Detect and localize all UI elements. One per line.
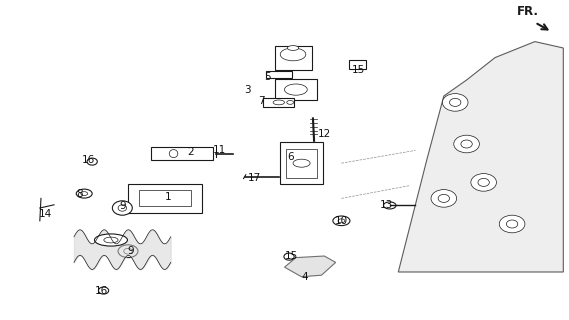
Text: 1: 1 bbox=[164, 192, 171, 202]
Text: FR.: FR. bbox=[517, 4, 539, 18]
Bar bbox=[286, 149, 318, 178]
Bar bbox=[274, 46, 312, 70]
Ellipse shape bbox=[287, 46, 299, 51]
Text: 11: 11 bbox=[212, 145, 226, 156]
Bar bbox=[274, 79, 317, 100]
Text: 6: 6 bbox=[287, 152, 294, 162]
Text: 9: 9 bbox=[127, 246, 134, 256]
Ellipse shape bbox=[169, 150, 178, 158]
Text: 16: 16 bbox=[81, 155, 95, 165]
Bar bbox=[266, 71, 291, 78]
Bar bbox=[280, 142, 323, 184]
Ellipse shape bbox=[431, 189, 456, 207]
Ellipse shape bbox=[500, 215, 525, 233]
Ellipse shape bbox=[118, 245, 138, 258]
Text: 4: 4 bbox=[301, 272, 308, 282]
Ellipse shape bbox=[118, 205, 127, 211]
Ellipse shape bbox=[293, 159, 310, 167]
Ellipse shape bbox=[453, 135, 479, 153]
Ellipse shape bbox=[81, 192, 88, 196]
Text: 13: 13 bbox=[380, 200, 394, 210]
Text: 7: 7 bbox=[258, 96, 265, 106]
Bar bbox=[151, 147, 213, 160]
Ellipse shape bbox=[113, 201, 132, 215]
Ellipse shape bbox=[87, 158, 97, 165]
Ellipse shape bbox=[450, 99, 461, 106]
Text: 17: 17 bbox=[248, 172, 262, 183]
Ellipse shape bbox=[94, 234, 127, 246]
Ellipse shape bbox=[124, 248, 132, 254]
Bar bbox=[128, 184, 202, 213]
Ellipse shape bbox=[338, 219, 345, 223]
Ellipse shape bbox=[273, 100, 284, 105]
Text: 3: 3 bbox=[244, 84, 251, 95]
Ellipse shape bbox=[478, 179, 489, 186]
Text: 12: 12 bbox=[318, 129, 331, 140]
Ellipse shape bbox=[461, 140, 472, 148]
Polygon shape bbox=[284, 256, 336, 277]
Ellipse shape bbox=[287, 100, 294, 104]
Text: 9: 9 bbox=[119, 201, 126, 212]
Ellipse shape bbox=[76, 189, 92, 198]
Ellipse shape bbox=[333, 216, 350, 226]
Ellipse shape bbox=[443, 93, 468, 111]
Ellipse shape bbox=[284, 253, 294, 260]
Ellipse shape bbox=[284, 84, 307, 95]
Text: 5: 5 bbox=[264, 72, 271, 82]
Bar bbox=[349, 60, 366, 69]
Polygon shape bbox=[398, 42, 563, 272]
Ellipse shape bbox=[506, 220, 518, 228]
Text: 10: 10 bbox=[335, 216, 348, 226]
Ellipse shape bbox=[280, 48, 306, 61]
Ellipse shape bbox=[104, 237, 118, 243]
Text: 14: 14 bbox=[39, 209, 52, 220]
Ellipse shape bbox=[384, 202, 396, 209]
Ellipse shape bbox=[438, 195, 450, 203]
Text: 15: 15 bbox=[284, 251, 298, 261]
Ellipse shape bbox=[471, 173, 496, 191]
Text: 16: 16 bbox=[94, 286, 108, 296]
Bar bbox=[263, 98, 295, 107]
Text: 8: 8 bbox=[76, 188, 83, 199]
Text: 2: 2 bbox=[187, 147, 194, 157]
Bar bbox=[139, 190, 191, 206]
Text: 15: 15 bbox=[352, 65, 365, 76]
Ellipse shape bbox=[98, 287, 109, 294]
